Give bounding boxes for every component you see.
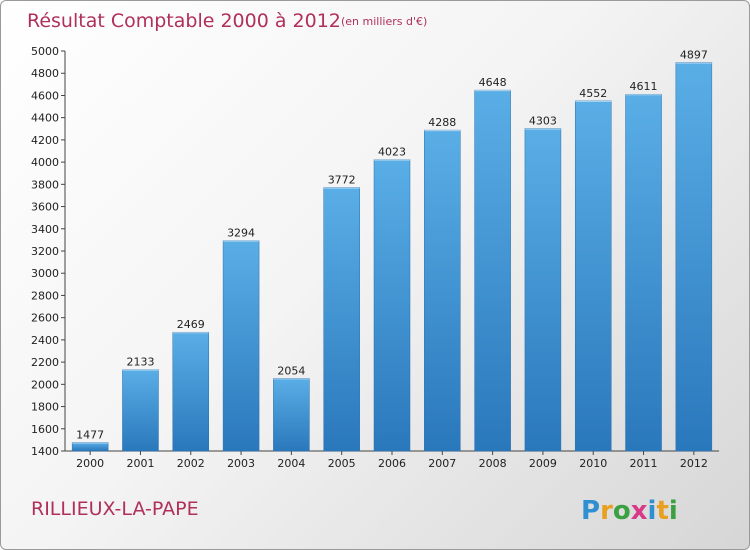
bar-2001: [122, 369, 159, 452]
data-label-2012: 4897: [680, 48, 708, 61]
y-tick-label: 2400: [31, 334, 59, 347]
data-label-2006: 4023: [378, 146, 406, 159]
bar-2004: [273, 378, 310, 452]
y-tick-label: 1600: [31, 423, 59, 436]
y-tick-label: 3400: [31, 223, 59, 236]
y-tick-label: 3200: [31, 245, 59, 258]
y-tick-label: 1400: [31, 445, 59, 458]
y-tick-label: 3000: [31, 267, 59, 280]
x-tick-label-2003: 2003: [227, 457, 255, 470]
x-tick-label-2010: 2010: [579, 457, 607, 470]
y-tick-label: 3800: [31, 178, 59, 191]
y-tick-label: 4200: [31, 134, 59, 147]
y-tick-label: 5000: [31, 45, 59, 58]
data-label-2005: 3772: [328, 173, 356, 186]
y-tick-label: 3600: [31, 201, 59, 214]
logo-letter: i: [669, 496, 678, 526]
logo-letter: r: [600, 496, 613, 526]
bar-2012: [675, 62, 713, 452]
y-tick-label: 2600: [31, 312, 59, 325]
bar-2002: [172, 331, 210, 452]
y-tick-label: 2000: [31, 378, 59, 391]
y-tick-label: 2800: [31, 289, 59, 302]
bar-2005: [323, 187, 360, 452]
logo-letter: i: [648, 496, 657, 526]
proxiti-logo: Proxiti: [581, 496, 678, 526]
logo-letter: o: [613, 496, 631, 526]
bar-2000: [71, 442, 109, 452]
x-tick-label-2012: 2012: [680, 457, 708, 470]
bar-2007: [424, 129, 461, 452]
y-tick-label: 4400: [31, 112, 59, 125]
data-label-2000: 1477: [76, 428, 104, 441]
x-tick-label-2011: 2011: [630, 457, 658, 470]
x-tick-label-2000: 2000: [76, 457, 104, 470]
data-label-2008: 4648: [479, 76, 507, 89]
axes: 1400 1600 1800 2000 2200 2400 2600 2800 3000 3200…: [31, 45, 719, 470]
x-tick-label-2009: 2009: [529, 457, 557, 470]
logo-letter: x: [631, 496, 648, 526]
data-label-2003: 3294: [227, 227, 255, 240]
bar-2003: [222, 240, 260, 452]
y-tick-label: 4600: [31, 89, 59, 102]
bars: 1477 2133 2469 3294 2054 3772 4023 4288 4648 4303…: [71, 48, 713, 452]
x-tick-label-2002: 2002: [177, 457, 205, 470]
x-tick-label-2006: 2006: [378, 457, 406, 470]
y-tick-label: 4000: [31, 156, 59, 169]
bar-2009: [524, 128, 562, 452]
city-name: RILLIEUX-LA-PAPE: [31, 498, 199, 520]
data-label-2009: 4303: [529, 114, 557, 127]
bar-2008: [474, 89, 511, 452]
x-tick-label-2004: 2004: [277, 457, 305, 470]
data-label-2004: 2054: [277, 364, 305, 377]
bar-2006: [373, 159, 411, 452]
data-label-2007: 4288: [428, 116, 456, 129]
data-label-2002: 2469: [177, 318, 205, 331]
x-tick-label-2005: 2005: [328, 457, 356, 470]
chart-subtitle: (en milliers d'€): [341, 15, 427, 28]
y-tick-label: 4800: [31, 67, 59, 80]
y-tick-label: 1800: [31, 401, 59, 414]
bar-2010: [574, 100, 612, 452]
x-tick-label-2008: 2008: [479, 457, 507, 470]
logo-letter: P: [581, 496, 600, 526]
x-tick-label-2007: 2007: [428, 457, 456, 470]
data-label-2010: 4552: [579, 87, 607, 100]
y-tick-label: 2200: [31, 356, 59, 369]
chart-title: Résultat Comptable 2000 à 2012: [27, 10, 341, 32]
x-tick-label-2001: 2001: [126, 457, 154, 470]
data-label-2011: 4611: [630, 80, 658, 93]
data-label-2001: 2133: [126, 356, 154, 369]
logo-letter: t: [656, 496, 668, 526]
bar-2011: [625, 93, 662, 452]
